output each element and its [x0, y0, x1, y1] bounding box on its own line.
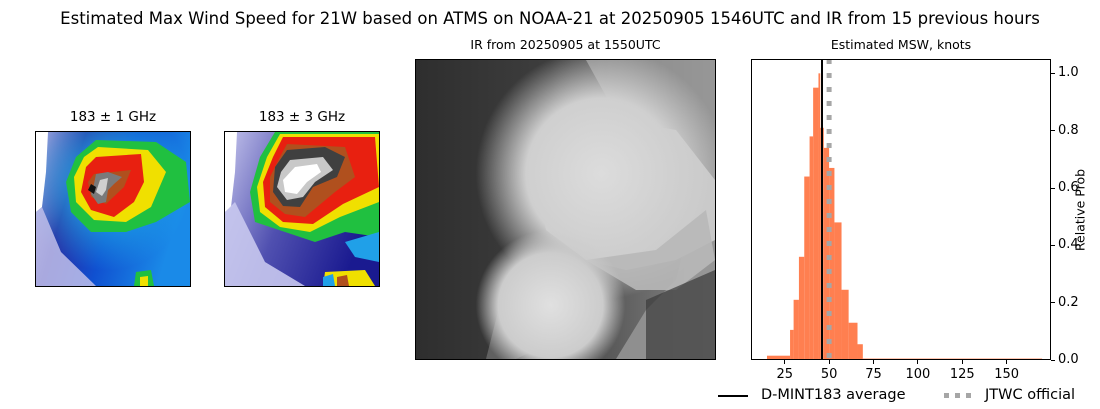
- panel-title-183-1ghz: 183 ± 1 GHz: [69, 109, 157, 125]
- x-tick-mark: [917, 360, 919, 364]
- histogram-frame: [751, 59, 1051, 360]
- legend-swatch-dotted-line: [944, 393, 974, 398]
- microwave-image-183-1ghz-render: [36, 132, 190, 286]
- x-tick-label: 50: [820, 367, 838, 382]
- histogram-bar: [848, 322, 858, 360]
- hist-title: Estimated MSW, knots: [830, 37, 972, 52]
- y-tick-mark: [1051, 244, 1055, 246]
- legend-swatch-solid-line: [718, 395, 748, 397]
- histogram-bar: [841, 289, 849, 360]
- ir-satellite-image-render: [416, 60, 715, 359]
- x-tick-label: 125: [949, 367, 975, 382]
- histogram-plot: [751, 59, 1051, 361]
- x-tick-label: 100: [905, 367, 931, 382]
- histogram-bar: [829, 167, 835, 360]
- legend: D-MINT183 average JTWC official: [716, 386, 1100, 406]
- y-tick-mark: [1051, 187, 1055, 189]
- y-tick-mark: [1051, 72, 1055, 74]
- x-tick-mark: [1006, 360, 1008, 364]
- histogram-bar: [793, 299, 799, 360]
- y-tick-mark: [1051, 130, 1055, 132]
- histogram-bar: [823, 147, 830, 360]
- histogram-bar: [809, 136, 814, 360]
- legend-label-jtwc: JTWC official: [985, 387, 1076, 403]
- histogram-bar: [766, 355, 791, 360]
- microwave-image-183-1ghz: [35, 131, 191, 287]
- x-tick-label: 150: [994, 367, 1020, 382]
- y-tick-mark: [1051, 302, 1055, 304]
- figure-title: Estimated Max Wind Speed for 21W based o…: [60, 9, 1040, 28]
- ir-satellite-image: [415, 59, 716, 360]
- histogram-axes: [751, 59, 1051, 361]
- y-tick-mark: [1051, 359, 1055, 361]
- x-tick-label: 25: [776, 367, 793, 382]
- panel-title-ir: IR from 20250905 at 1550UTC: [470, 37, 661, 52]
- histogram-bar: [818, 73, 821, 360]
- histogram-bar: [804, 176, 810, 360]
- histogram-bar: [813, 87, 819, 361]
- y-tick-label: 0.2: [1058, 294, 1079, 310]
- x-tick-mark: [784, 360, 786, 364]
- histogram-bar: [857, 344, 863, 360]
- y-axis-label: Relative Prob: [1072, 168, 1088, 252]
- y-tick-label: 0.8: [1058, 122, 1079, 138]
- x-tick-mark: [961, 360, 963, 364]
- x-tick-label: 75: [865, 367, 882, 382]
- y-tick-label: 0.6: [1058, 180, 1079, 195]
- panel-title-183-3ghz: 183 ± 3 GHz: [258, 109, 346, 125]
- x-tick-mark: [872, 360, 874, 364]
- x-tick-mark: [828, 360, 830, 364]
- histogram-bar: [834, 222, 842, 360]
- y-tick-label: 1.0: [1058, 65, 1079, 81]
- histogram-bar: [798, 256, 805, 360]
- y-tick-label: 0.4: [1058, 237, 1079, 253]
- microwave-image-183-3ghz: [224, 131, 380, 287]
- legend-label-dmint: D-MINT183 average: [761, 387, 906, 403]
- y-tick-label: 0.0: [1058, 352, 1079, 367]
- microwave-image-183-3ghz-render: [225, 132, 379, 286]
- histogram-bar: [790, 329, 794, 360]
